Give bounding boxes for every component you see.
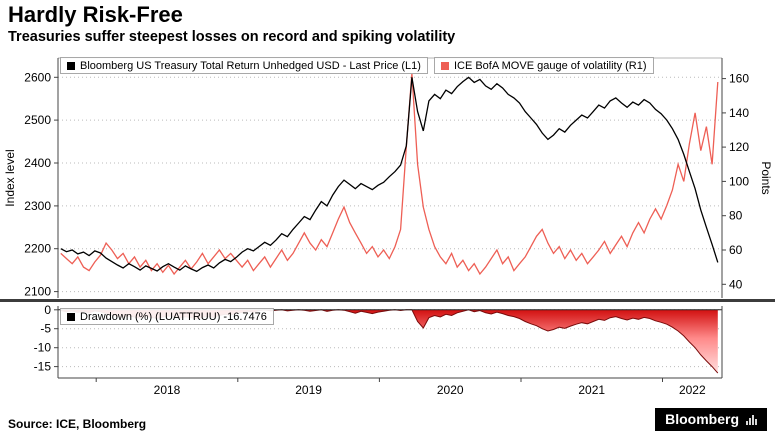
source-text: Source: ICE, Bloomberg	[8, 417, 147, 431]
right-axis-tick-label: 40	[729, 277, 743, 291]
treasury-series-swatch	[67, 61, 75, 70]
left-axis-tick-label: 2400	[24, 156, 51, 170]
right-axis-title: Points	[759, 161, 773, 194]
page-title: Hardly Risk-Free	[8, 2, 183, 27]
bloomberg-logo: Bloomberg	[655, 408, 767, 431]
left-axis-tick-label: 2200	[24, 242, 51, 256]
treasury-series-label: Bloomberg US Treasury Total Return Unhed…	[80, 59, 421, 72]
left-axis-tick-label: 2300	[24, 199, 51, 213]
chart-area: 2100 2200 2300 2400 2500 2600 40 60 80 100 120 140 1…	[0, 56, 775, 420]
main-chart-legend: Bloomberg US Treasury Total Return Unhed…	[60, 57, 654, 74]
chart-footer: Source: ICE, Bloomberg Bloomberg	[8, 408, 767, 431]
legend-item-treasury: Bloomberg US Treasury Total Return Unhed…	[60, 57, 428, 74]
right-axis-tick-label: 160	[729, 72, 749, 86]
drawdown-axis-tick-label: 0	[44, 303, 51, 317]
drawdown-series-swatch	[67, 312, 75, 321]
treasury-line	[60, 76, 719, 273]
move-line	[60, 73, 719, 276]
drawdown-axis-tick-label: -10	[34, 341, 52, 355]
drawdown-legend: Drawdown (%) (LUATTRUU) -16.7476	[60, 308, 274, 325]
x-axis-year-label: 2021	[578, 383, 605, 397]
right-axis-tick-label: 140	[729, 106, 749, 120]
left-axis-tick-label: 2500	[24, 113, 51, 127]
drawdown-area	[60, 309, 718, 374]
left-axis-title: Index level	[3, 149, 17, 206]
bloomberg-logo-text: Bloomberg	[665, 411, 739, 427]
x-axis-year-label: 2019	[295, 383, 322, 397]
x-axis-year-label: 2020	[437, 383, 464, 397]
legend-item-drawdown: Drawdown (%) (LUATTRUU) -16.7476	[60, 308, 274, 325]
page-subtitle: Treasuries suffer steepest losses on rec…	[8, 29, 456, 46]
right-axis-tick-label: 60	[729, 243, 743, 257]
bloomberg-logo-bars-icon	[746, 415, 757, 427]
panel-separator	[0, 299, 775, 302]
left-axis-tick-label: 2100	[24, 285, 51, 299]
chart-header: Hardly Risk-Free Treasuries suffer steep…	[8, 2, 767, 46]
drawdown-axis-tick-label: -15	[34, 360, 52, 374]
right-axis-tick-label: 100	[729, 174, 749, 188]
drawdown-series-label: Drawdown (%) (LUATTRUU) -16.7476	[80, 310, 267, 323]
x-axis-year-label: 2022	[679, 383, 706, 397]
right-axis-tick-label: 120	[729, 140, 749, 154]
move-series-label: ICE BofA MOVE gauge of volatility (R1)	[453, 59, 647, 72]
x-axis-year-label: 2018	[154, 383, 181, 397]
drawdown-axis-tick-label: -5	[40, 322, 51, 336]
legend-item-move: ICE BofA MOVE gauge of volatility (R1)	[433, 57, 654, 74]
right-axis-tick-label: 80	[729, 209, 743, 223]
move-series-swatch	[440, 61, 449, 70]
left-axis-tick-label: 2600	[24, 70, 51, 84]
chart-canvas: 2100 2200 2300 2400 2500 2600 40 60 80 100 120 140 1…	[0, 57, 775, 397]
